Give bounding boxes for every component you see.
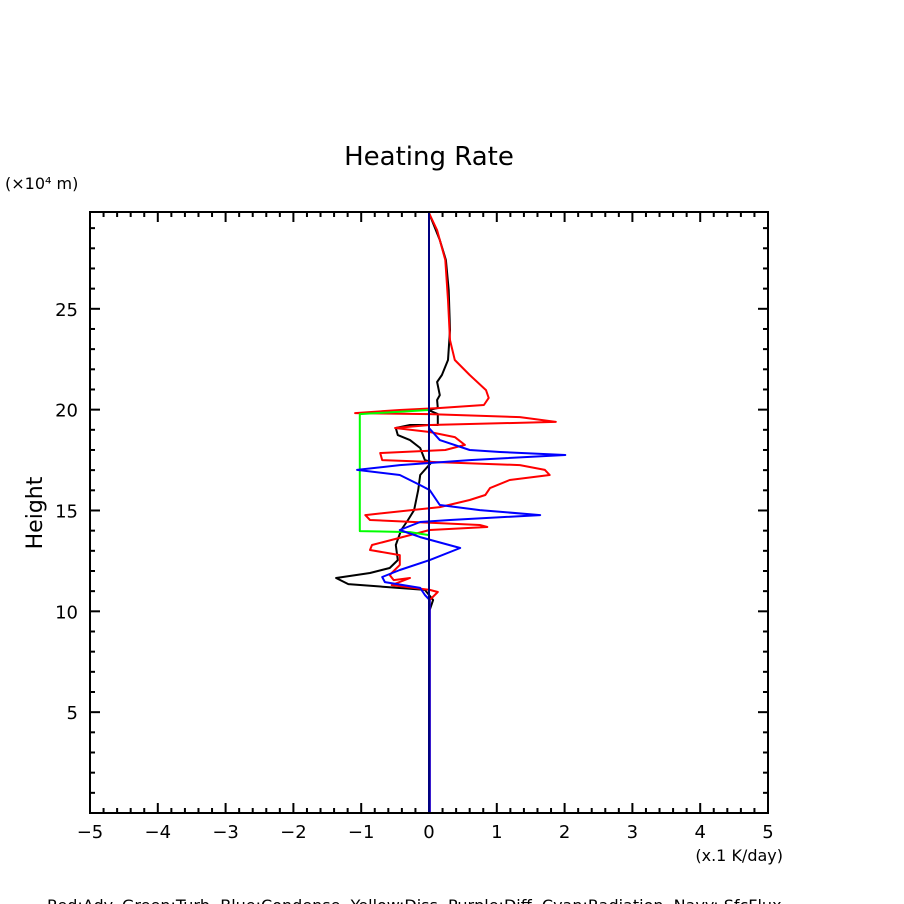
series-line-total bbox=[335, 212, 451, 813]
x-tick-label: −2 bbox=[280, 822, 307, 843]
x-tick-label: −4 bbox=[145, 822, 172, 843]
x-tick-label: −1 bbox=[348, 822, 375, 843]
x-tick-label: 3 bbox=[627, 822, 638, 843]
x-tick-label: 5 bbox=[762, 822, 773, 843]
y-tick-label: 20 bbox=[55, 401, 78, 422]
y-tick-label: 25 bbox=[55, 300, 78, 321]
x-tick-label: −3 bbox=[212, 822, 239, 843]
y-tick-label: 5 bbox=[67, 703, 78, 724]
chart-title: Heating Rate bbox=[344, 142, 514, 172]
series-line-adv bbox=[354, 212, 557, 813]
y-axis-label: Height bbox=[23, 476, 48, 549]
series-line-turb bbox=[358, 409, 430, 537]
x-tick-label: 2 bbox=[559, 822, 570, 843]
series-line-condense bbox=[356, 213, 567, 813]
y-tick-label: 10 bbox=[55, 602, 78, 623]
x-tick-label: 1 bbox=[491, 822, 502, 843]
x-axis-label: (x.1 K/day) bbox=[695, 846, 783, 865]
y-unit-label: (×10⁴ m) bbox=[5, 174, 78, 193]
y-tick-label: 15 bbox=[55, 501, 78, 522]
legend-text: Red:Adv. Green:Turb. Blue:Condense. Yell… bbox=[47, 896, 782, 904]
x-tick-label: 4 bbox=[694, 822, 705, 843]
x-tick-label: 0 bbox=[423, 822, 434, 843]
plot-frame bbox=[89, 211, 769, 814]
x-tick-label: −5 bbox=[77, 822, 104, 843]
